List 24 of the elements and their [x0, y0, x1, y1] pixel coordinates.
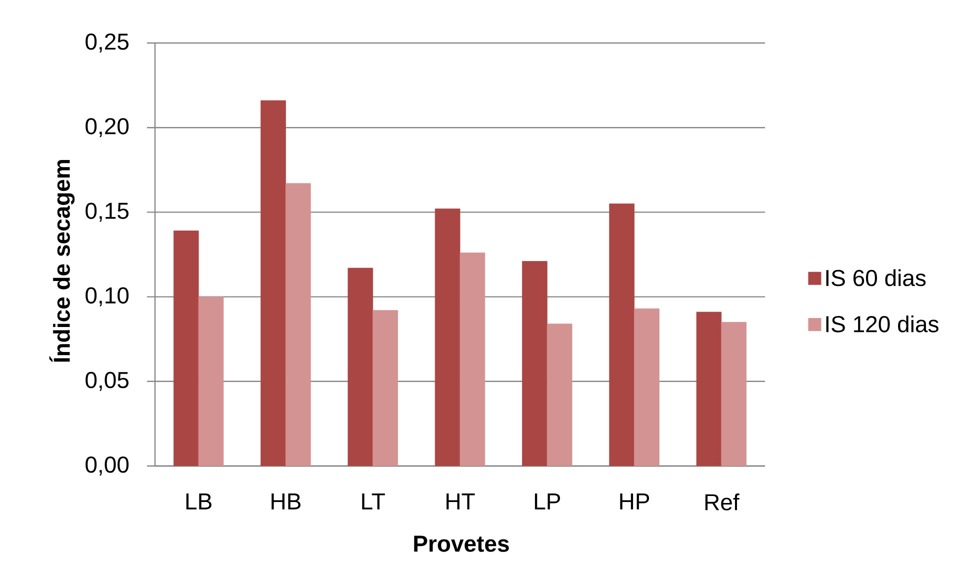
y-tick-label: 0,25 [86, 33, 128, 53]
bar [198, 296, 224, 466]
x-tick-label: HP [620, 494, 650, 510]
bar [460, 252, 486, 466]
bar [634, 308, 660, 466]
x-tick-label: LB [186, 494, 212, 510]
y-tick-label: 0,10 [86, 287, 129, 306]
bar [546, 324, 572, 466]
legend-label: IS 60 dias [826, 269, 926, 286]
bar [372, 310, 398, 466]
x-tick-label: Ref [705, 494, 740, 510]
y-tick-label: 0,15 [86, 202, 128, 222]
y-tick-label: 0,05 [86, 372, 128, 391]
x-tick-label: LT [362, 494, 385, 510]
legend-label: IS 120 dias [826, 315, 938, 332]
bar [721, 322, 747, 466]
y-tick-label: 0,00 [86, 456, 129, 476]
x-tick-label: HB [272, 494, 300, 510]
y-tick-label: 0,20 [86, 118, 129, 138]
bar [286, 183, 311, 466]
x-tick-label: LP [534, 494, 560, 510]
y-axis-title: Índice de secagem [49, 160, 75, 362]
x-tick-label: HT [446, 494, 475, 510]
x-axis-title: Provetes [414, 536, 509, 552]
